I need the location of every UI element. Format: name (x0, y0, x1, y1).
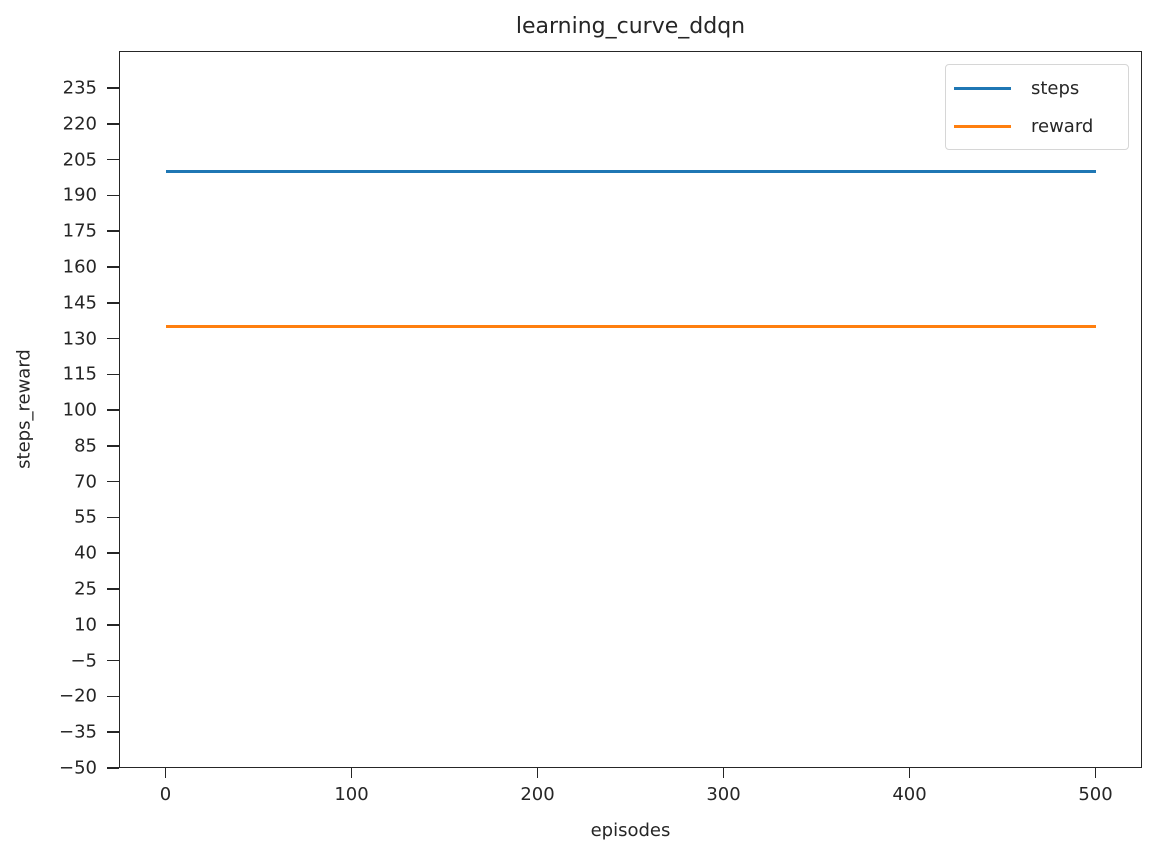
legend-label-reward: reward (1031, 115, 1094, 137)
x-tick-mark (908, 768, 911, 778)
y-tick-mark (107, 301, 119, 304)
y-tick-mark (107, 373, 119, 376)
x-tick-label: 100 (334, 784, 369, 805)
y-tick-mark (107, 731, 119, 733)
y-tick-label: 115 (62, 363, 97, 385)
y-axis-label: steps_reward (13, 349, 35, 469)
y-tick-label: 205 (62, 149, 97, 171)
plot-area (119, 51, 1142, 768)
x-tick-label: 200 (520, 784, 555, 805)
y-tick-mark (107, 337, 119, 340)
y-tick-mark (107, 194, 119, 197)
y-tick-mark (107, 87, 119, 89)
chart-title: learning_curve_ddqn (515, 14, 746, 39)
y-tick-mark (107, 445, 119, 447)
y-tick-mark (107, 122, 119, 125)
y-tick-mark (107, 659, 119, 662)
y-tick-label: 175 (62, 220, 97, 242)
y-tick-label: 160 (62, 256, 97, 278)
x-tick-mark (722, 768, 725, 778)
y-tick-label: 70 (74, 471, 97, 493)
x-axis-label: episodes (590, 820, 671, 841)
y-tick-label: 220 (62, 113, 97, 135)
y-tick-label: 235 (62, 77, 97, 99)
y-tick-mark (107, 266, 119, 268)
legend: steps reward (945, 64, 1129, 150)
x-tick-mark (1094, 768, 1097, 778)
y-tick-label: 130 (62, 328, 97, 350)
y-tick-label: −5 (70, 650, 97, 672)
x-tick-mark (350, 768, 353, 778)
x-tick-mark (164, 768, 167, 778)
series-line-reward (165, 325, 1096, 329)
y-tick-label: 145 (62, 292, 97, 314)
y-tick-label: −50 (59, 757, 97, 779)
x-tick-label: 500 (1078, 784, 1113, 805)
y-tick-mark (107, 624, 119, 626)
y-tick-mark (107, 409, 119, 411)
y-tick-mark (107, 552, 119, 555)
y-tick-mark (107, 158, 119, 161)
y-tick-mark (107, 767, 119, 769)
y-tick-label: 190 (62, 184, 97, 206)
legend-swatch-reward (954, 124, 1011, 128)
y-tick-label: 25 (74, 578, 97, 600)
y-tick-label: 100 (62, 399, 97, 421)
y-tick-mark (107, 480, 119, 483)
y-tick-label: 85 (74, 435, 97, 457)
x-tick-label: 0 (159, 784, 172, 805)
y-tick-mark (107, 695, 119, 698)
legend-item-reward: reward (954, 111, 1093, 141)
y-tick-label: −35 (59, 721, 97, 743)
y-tick-label: 55 (74, 506, 97, 528)
y-tick-mark (107, 588, 119, 590)
x-tick-mark (536, 768, 539, 778)
legend-item-steps: steps (954, 73, 1079, 103)
y-tick-label: 10 (74, 614, 97, 636)
y-tick-mark (107, 230, 119, 232)
x-tick-label: 300 (706, 784, 741, 805)
y-tick-label: −20 (59, 685, 97, 707)
y-tick-label: 40 (74, 542, 97, 564)
series-line-steps (165, 169, 1096, 173)
y-tick-mark (107, 516, 119, 519)
legend-swatch-steps (954, 86, 1011, 90)
x-tick-label: 400 (892, 784, 927, 805)
legend-label-steps: steps (1031, 77, 1080, 99)
